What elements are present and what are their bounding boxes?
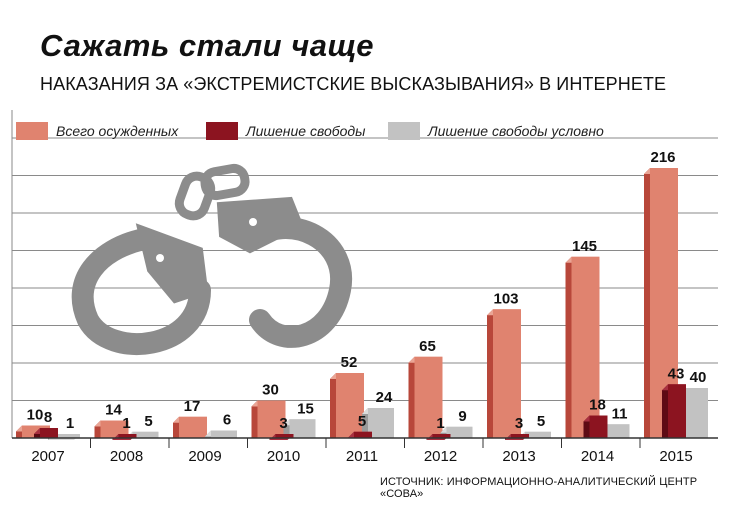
bar-suspended-2011 [362, 408, 394, 438]
x-tick-label-2010: 2010 [267, 448, 300, 465]
data-label-imprisonment-2014: 18 [589, 397, 606, 414]
x-tick-label-2013: 2013 [502, 448, 535, 465]
legend-label-convicted: Всего осужденных [56, 123, 179, 139]
page-title: Сажать стали чаще [40, 28, 374, 63]
legend-swatch-suspended [388, 122, 420, 140]
data-label-suspended-2013: 5 [537, 413, 545, 430]
bar-convicted-2011 [330, 373, 364, 438]
x-tick-label-2008: 2008 [110, 448, 143, 465]
x-tick-label-2009: 2009 [188, 448, 221, 465]
data-label-suspended-2014: 11 [612, 405, 628, 422]
bar-convicted-2009 [173, 416, 207, 438]
data-label-convicted-2011: 52 [341, 354, 358, 371]
data-label-imprisonment-2012: 1 [436, 415, 444, 432]
handcuffs-icon [71, 163, 353, 355]
x-tick-label-2014: 2014 [581, 448, 614, 465]
bars [16, 168, 708, 440]
data-label-suspended-2010: 15 [297, 400, 314, 417]
data-label-imprisonment-2008: 1 [122, 415, 130, 432]
bar-convicted-2012 [408, 356, 443, 438]
data-label-imprisonment-2013: 3 [515, 415, 523, 432]
legend-swatch-imprisonment [206, 122, 238, 140]
bar-suspended-2009 [205, 430, 237, 438]
legend-label-suspended: Лишение свободы условно [428, 123, 604, 139]
data-label-convicted-2010: 30 [262, 382, 279, 399]
data-label-suspended-2011: 24 [376, 389, 393, 406]
header: Сажать стали чаще НАКАЗАНИЯ ЗА «ЭКСТРЕМИ… [0, 0, 736, 108]
bar-convicted-2008 [94, 420, 129, 438]
legend-item-imprisonment: Лишение свободы [206, 120, 365, 142]
legend-item-suspended: Лишение свободы условно [388, 120, 604, 142]
x-axis: 2007 2008 2009 2010 2011 2012 2013 2014 2015 [12, 437, 718, 465]
bar-imprisonment-2011 [348, 431, 372, 438]
data-label-imprisonment-2015: 43 [668, 365, 685, 382]
page-subtitle: НАКАЗАНИЯ ЗА «ЭКСТРЕМИСТСКИЕ ВЫСКАЗЫВАНИ… [40, 74, 667, 94]
data-label-suspended-2012: 9 [458, 408, 466, 425]
legend-item-convicted: Всего осужденных [16, 120, 178, 142]
bar-convicted-2010 [251, 400, 286, 438]
bar-imprisonment-2015 [662, 384, 686, 438]
x-tick-label-2012: 2012 [424, 448, 457, 465]
data-label-suspended-2015: 40 [690, 369, 707, 386]
data-label-convicted-2014: 145 [572, 238, 597, 255]
data-label-convicted-2012: 65 [419, 338, 436, 355]
x-tick-label-2007: 2007 [31, 448, 64, 465]
data-label-convicted-2013: 103 [493, 290, 518, 307]
legend-swatch-convicted [16, 122, 48, 140]
data-label-convicted-2007: 10 [27, 407, 44, 424]
bar-suspended-2010 [283, 419, 316, 438]
data-label-suspended-2008: 5 [144, 413, 152, 430]
data-label-imprisonment-2010: 3 [279, 415, 287, 432]
x-tick-label-2015: 2015 [659, 448, 692, 465]
data-label-convicted-2008: 14 [105, 402, 122, 419]
data-label-suspended-2009: 6 [223, 412, 231, 429]
bar-imprisonment-2007 [34, 428, 58, 438]
source-note: ИСТОЧНИК: ИНФОРМАЦИОННО-АНАЛИТИЧЕСКИЙ ЦЕ… [380, 476, 698, 500]
bar-convicted-2014 [565, 256, 600, 438]
x-tick-label-2011: 2011 [346, 448, 378, 465]
bar-imprisonment-2014 [583, 415, 608, 438]
data-label-suspended-2007: 1 [66, 415, 74, 432]
data-labels: 10 18 145117630153522456591103531451118216… [27, 149, 707, 432]
legend-label-imprisonment: Лишение свободы [246, 123, 366, 139]
data-label-convicted-2009: 17 [184, 398, 201, 415]
data-label-imprisonment-2007: 8 [44, 409, 52, 426]
data-label-imprisonment-2011: 5 [358, 413, 366, 430]
handcuffs-illustration [71, 163, 353, 355]
data-label-convicted-2015: 216 [650, 149, 675, 166]
bar-convicted-2013 [487, 309, 521, 438]
